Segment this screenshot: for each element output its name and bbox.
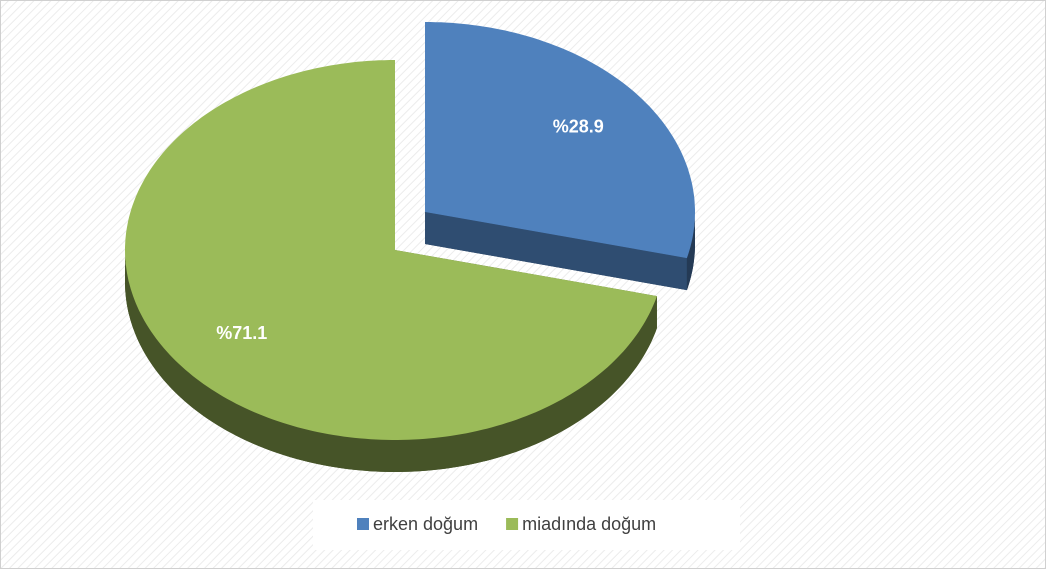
slice-side	[125, 250, 657, 472]
legend-swatch	[357, 518, 369, 530]
slice-wall	[425, 212, 687, 291]
legend-box	[313, 500, 740, 550]
pie: %28.9 %71.1	[125, 22, 695, 472]
legend-label: miadında doğum	[522, 514, 656, 534]
legend: erken doğum miadında doğum	[357, 514, 656, 534]
legend-swatch	[506, 518, 519, 530]
data-label: %71.1	[216, 323, 267, 343]
slice	[425, 22, 695, 259]
data-label: %28.9	[553, 117, 604, 137]
slice-side	[686, 212, 695, 291]
slice	[125, 60, 657, 440]
legend-label: erken doğum	[373, 514, 478, 534]
